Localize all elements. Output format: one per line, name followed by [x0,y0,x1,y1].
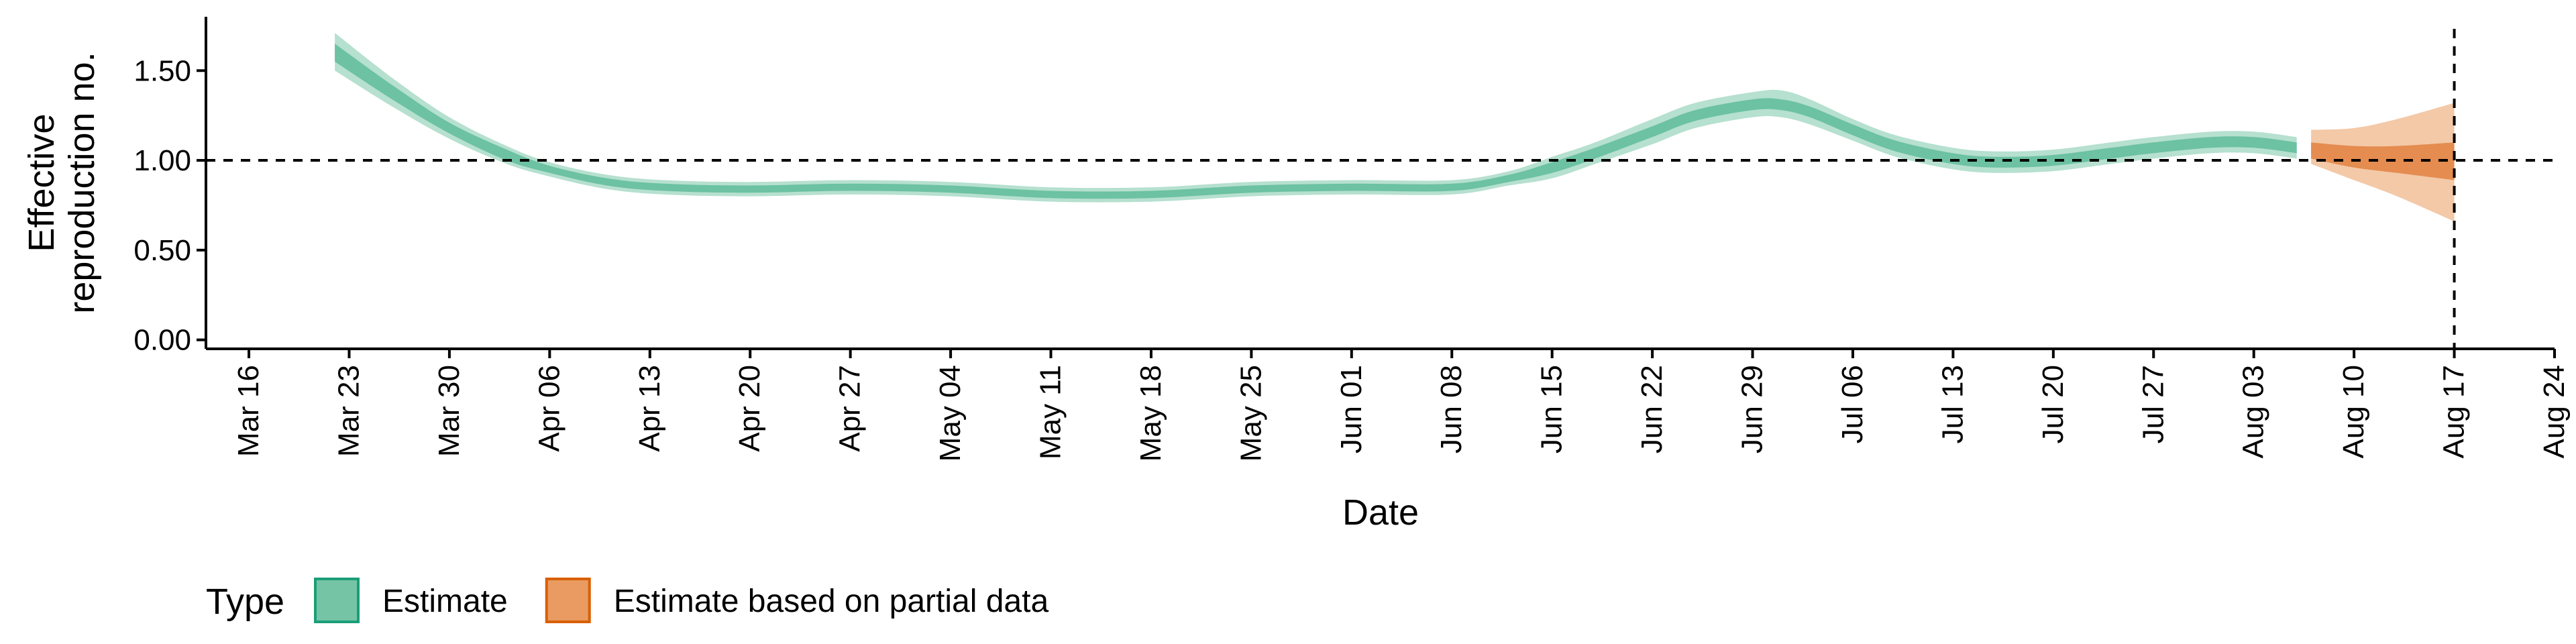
axes: 0.00 0.50 1.00 1.50 Mar 16 Mar 23 Mar 30 Apr 06… [133,17,2571,462]
x-tick-label: Jun 22 [1635,365,1668,453]
reference-lines [206,29,2555,349]
legend-key-partial [545,578,591,623]
legend-title: Type [206,582,284,622]
legend-key-estimate [314,578,360,623]
x-tick-label: May 04 [934,365,967,462]
x-tick-label: May 18 [1134,365,1167,462]
x-tick-label: Jun 15 [1536,365,1568,453]
x-axis-title: Date [1342,492,1419,533]
x-tick-label: Aug 10 [2337,365,2370,458]
legend: Type Estimate Estimate based on partial da… [206,578,1049,623]
x-tick-label: Apr 06 [533,365,566,452]
x-tick-label: Jun 01 [1335,365,1368,453]
y-tick-label: 1.50 [133,54,191,87]
x-tick-label: Jun 29 [1736,365,1769,453]
x-tick-label: Aug 24 [2538,365,2571,458]
y-tick-label: 1.00 [133,144,191,177]
x-tick-label: Jul 06 [1836,365,1869,443]
x-tick-label: Aug 17 [2438,365,2471,458]
plot-bands [335,33,2455,221]
y-axis-title-line: reproduction no. [62,52,102,313]
x-tick-label: Jul 13 [1936,365,1969,443]
x-tick-label: Jul 27 [2137,365,2169,443]
y-tick-label: 0.00 [133,324,191,357]
x-tick-label: Jun 08 [1435,365,1468,453]
x-tick-label: Jul 20 [2037,365,2070,443]
x-tick-label: May 11 [1034,365,1067,460]
x-tick-label: May 25 [1234,365,1267,462]
x-tick-label: Mar 30 [433,365,466,457]
partial-estimate-inner-band [2311,142,2455,180]
y-axis-title: Effective reproduction no. [21,52,102,313]
x-tick-label: Mar 23 [332,365,365,457]
y-tick-label: 0.50 [133,234,191,267]
y-axis-title-line: Effective [21,113,62,252]
x-tick-label: Apr 13 [633,365,666,452]
x-tick-label: Apr 27 [834,365,867,452]
estimate-inner-band [335,44,2297,199]
x-tick-label: Apr 20 [733,365,766,452]
x-tick-label: Aug 03 [2237,365,2270,458]
x-tick-label: Mar 16 [232,365,265,457]
legend-label: Estimate [382,584,508,619]
estimate-outer-band [335,33,2297,203]
legend-label: Estimate based on partial data [614,584,1049,619]
